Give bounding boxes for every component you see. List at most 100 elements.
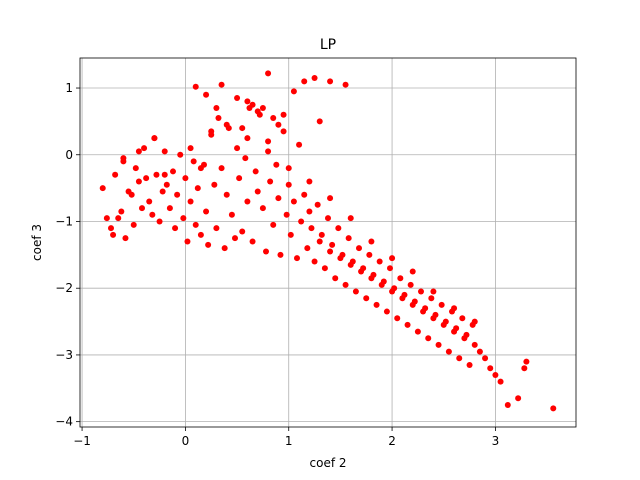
data-point: [387, 265, 393, 272]
x-axis-label: coef 2: [310, 456, 347, 470]
data-point: [304, 245, 311, 252]
data-point: [239, 228, 246, 235]
data-point: [244, 198, 251, 205]
data-point: [218, 81, 225, 88]
data-point: [249, 238, 256, 245]
data-point: [342, 81, 349, 88]
data-point: [132, 165, 139, 172]
data-point: [270, 115, 277, 122]
data-point: [445, 348, 452, 355]
data-point: [153, 171, 160, 178]
data-point: [301, 191, 308, 198]
data-point: [143, 175, 150, 182]
data-point: [482, 355, 489, 362]
x-tick-label: 1: [285, 434, 293, 448]
data-point: [311, 258, 318, 265]
data-point: [347, 215, 354, 222]
data-point: [128, 191, 135, 198]
data-point: [270, 221, 277, 228]
data-point: [211, 181, 218, 188]
data-point: [287, 231, 294, 238]
data-point: [459, 315, 466, 322]
data-point: [471, 341, 478, 348]
data-point: [339, 251, 346, 258]
chart-title: LP: [320, 37, 336, 53]
data-point: [294, 255, 300, 262]
data-point: [213, 225, 220, 232]
data-point: [249, 101, 256, 108]
data-point: [394, 315, 401, 322]
data-point: [466, 361, 473, 368]
data-point: [306, 178, 313, 185]
data-point: [135, 148, 142, 155]
data-point: [306, 208, 313, 215]
data-point: [99, 185, 106, 192]
data-point: [327, 248, 334, 255]
data-point: [391, 285, 398, 292]
tick-labels: −1 0 1 2 3 −4 −3 −2 −1 0 1: [55, 81, 499, 448]
data-point: [208, 128, 215, 135]
data-point: [438, 301, 445, 308]
y-tick-label: 1: [65, 81, 73, 95]
data-point: [172, 225, 179, 232]
data-point: [213, 105, 220, 112]
data-point: [159, 188, 166, 195]
data-point: [265, 148, 272, 155]
data-point: [194, 185, 201, 192]
data-point: [187, 145, 194, 152]
data-point: [504, 401, 511, 408]
data-point: [223, 191, 230, 198]
data-point: [342, 281, 349, 288]
data-point: [177, 151, 184, 158]
plot-frame: [79, 57, 577, 428]
data-point: [376, 258, 383, 265]
data-point: [280, 111, 287, 118]
data-point: [242, 155, 249, 162]
data-point: [366, 251, 373, 258]
data-point: [259, 205, 266, 212]
data-point: [285, 181, 292, 188]
data-point: [492, 371, 499, 378]
data-point: [404, 321, 411, 328]
data-point: [187, 198, 194, 205]
data-point: [221, 245, 228, 252]
data-point: [190, 158, 197, 165]
data-point: [327, 78, 334, 85]
data-point: [380, 278, 387, 285]
data-point: [550, 405, 557, 412]
x-tick-label: 2: [388, 434, 396, 448]
data-point: [277, 251, 284, 258]
data-point: [252, 168, 259, 175]
data-point: [254, 108, 261, 115]
y-tick-label: −2: [55, 281, 73, 295]
data-point: [363, 295, 370, 302]
data-point: [280, 128, 287, 135]
data-point: [192, 221, 199, 228]
data-point: [497, 378, 504, 385]
data-point: [236, 175, 243, 182]
data-point: [411, 298, 418, 305]
data-point: [314, 201, 321, 208]
data-point: [203, 91, 210, 98]
y-tick-label: 0: [65, 148, 73, 162]
x-tick-label: 0: [182, 434, 190, 448]
data-point: [122, 235, 129, 242]
data-point: [234, 145, 241, 152]
data-point: [170, 168, 176, 175]
data-point: [327, 195, 334, 202]
data-point: [115, 215, 122, 222]
data-point: [180, 215, 187, 222]
data-point: [285, 165, 292, 172]
data-point: [471, 318, 478, 325]
x-tick-label: −1: [73, 434, 91, 448]
data-point: [321, 265, 328, 272]
data-point: [418, 288, 424, 295]
data-point: [146, 198, 153, 205]
data-point: [184, 238, 191, 245]
data-point: [316, 118, 323, 125]
y-tick-label: −3: [55, 348, 73, 362]
data-point: [118, 208, 125, 215]
data-point: [401, 291, 408, 298]
data-point: [103, 215, 110, 222]
